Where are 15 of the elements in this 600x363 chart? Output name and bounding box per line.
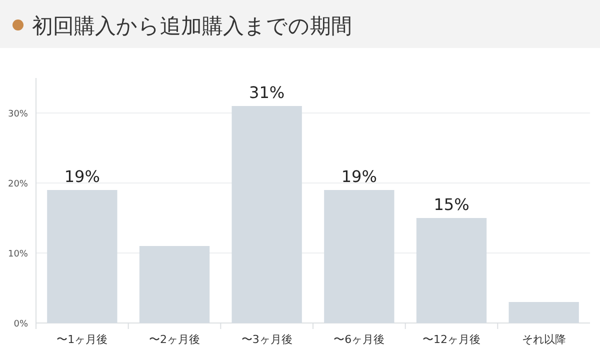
x-tick-label: 〜6ヶ月後 [334, 333, 385, 346]
x-tick-label: 〜12ヶ月後 [422, 333, 480, 346]
data-label: 19% [64, 167, 100, 186]
x-tick-label: それ以降 [522, 333, 566, 346]
x-tick-label: 〜1ヶ月後 [56, 333, 108, 346]
y-tick-label: 0% [14, 320, 28, 330]
data-label: 15% [434, 195, 470, 214]
data-label: 19% [341, 167, 377, 186]
y-tick-label: 30% [8, 110, 28, 120]
x-tick-label: 〜3ヶ月後 [241, 333, 292, 346]
chart-title: 初回購入から追加購入までの期間 [32, 14, 352, 38]
data-label: 31% [249, 83, 285, 102]
y-tick-label: 20% [8, 180, 28, 190]
y-tick-label: 10% [8, 250, 28, 260]
x-tick-label: 〜2ヶ月後 [149, 333, 200, 346]
